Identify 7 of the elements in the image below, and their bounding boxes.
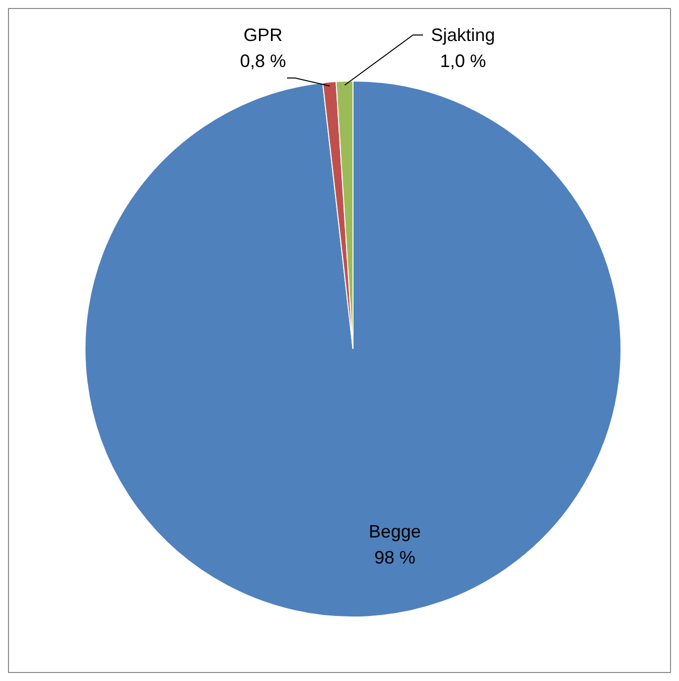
pie-slice [84, 80, 622, 618]
data-label: 1,0 % [440, 51, 486, 71]
data-label: 98 % [374, 548, 416, 568]
slice-label: GPR [243, 25, 283, 45]
slice-label: Begge [368, 522, 421, 542]
slice-label: Sjakting [430, 25, 496, 45]
data-label: 0,8 % [240, 51, 286, 71]
